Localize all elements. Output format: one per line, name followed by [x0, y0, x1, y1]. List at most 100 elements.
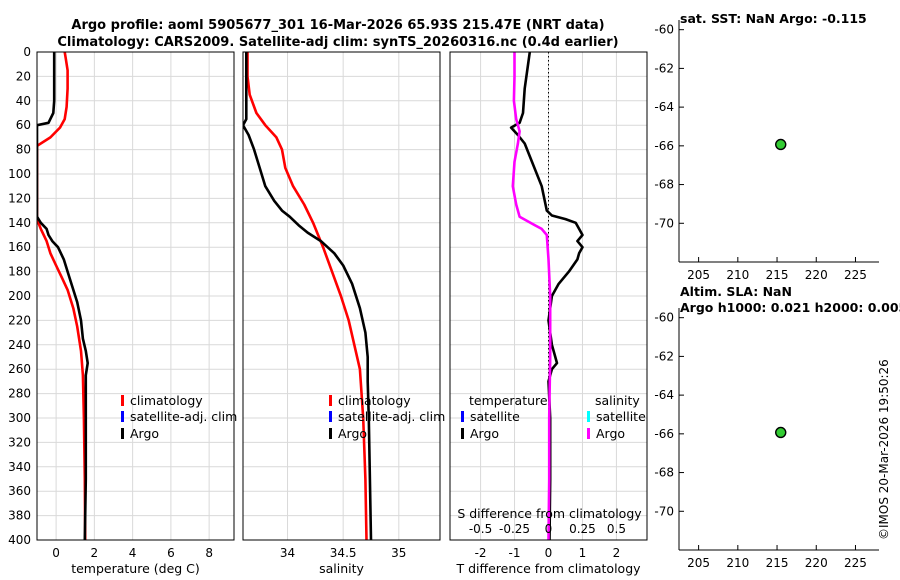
y-tick-label: 240 [8, 338, 31, 352]
y-tick-label: 160 [8, 240, 31, 254]
x-tick-label: 0 [545, 546, 553, 560]
map-x-tick-label: 210 [726, 268, 749, 282]
x-tick-label: 34.5 [330, 546, 357, 560]
y-tick-label: 40 [16, 94, 31, 108]
series-climatology [37, 52, 87, 540]
panel-temperature: 0204060801001201401601802002202402602803… [8, 45, 237, 576]
legend-swatch [461, 428, 464, 439]
y-tick-label: 20 [16, 69, 31, 83]
x-tick-label: 4 [129, 546, 137, 560]
legend-label: satellite [470, 409, 520, 424]
legend-swatch [121, 395, 124, 406]
x-axis-label: temperature (deg C) [71, 561, 200, 576]
map-x-tick-label: 210 [726, 556, 749, 570]
y-tick-label: 400 [8, 533, 31, 547]
x2-tick-label: 0 [545, 522, 553, 536]
panel-sst_map: sat. SST: NaN Argo: -0.115 -60 -62 -64 -66 -6… [654, 11, 879, 282]
map-x-tick-label: 215 [766, 556, 789, 570]
x-axis-label: T difference from climatology [455, 561, 641, 576]
x2-tick-label: 0.5 [607, 522, 626, 536]
profile-location-marker [775, 138, 787, 151]
y-tick-label: 80 [16, 143, 31, 157]
map-x-tick-label: 220 [805, 556, 828, 570]
axes-frame [36, 51, 235, 541]
map-y-tick-label: -62 [654, 349, 674, 363]
legend-label: Argo [470, 426, 499, 441]
legend-swatch [329, 411, 332, 422]
map-x-tick-label: 225 [844, 268, 867, 282]
y-tick-label: 120 [8, 191, 31, 205]
series-temperature-argo [509, 52, 584, 540]
axes-frame [242, 51, 441, 541]
x2-tick-label: 0.25 [569, 522, 596, 536]
panel-difference: -2 -1 0 1 2T difference from climatology S di… [449, 51, 648, 576]
map-y-tick-label: -66 [654, 427, 674, 441]
y-tick-label: 60 [16, 118, 31, 132]
map-x-tick-label: 205 [687, 268, 710, 282]
panel-salinity: 34 34.5 35 salinity climatologysatellite-adj… [242, 51, 445, 576]
legend-label: climatology [338, 393, 411, 408]
y-tick-label: 180 [8, 265, 31, 279]
map-title-line: sat. SST: NaN Argo: -0.115 [680, 11, 867, 26]
map-y-tick-label: -60 [654, 23, 674, 37]
figure-title-line2: Climatology: CARS2009. Satellite-adj cli… [57, 35, 618, 50]
legend-header-salinity: salinity [595, 393, 640, 408]
legend-header-temperature: temperature [469, 393, 548, 408]
legend-label: satellite-adj. clim [130, 409, 237, 424]
x-tick-label: 2 [91, 546, 99, 560]
profile-location-marker [775, 426, 787, 439]
map-y-tick-label: -62 [654, 61, 674, 75]
x-tick-label: 2 [613, 546, 621, 560]
map-y-tick-label: -60 [654, 311, 674, 325]
legend-swatch [329, 395, 332, 406]
legend-label: Argo [338, 426, 367, 441]
legend-swatch [587, 428, 590, 439]
y-tick-label: 360 [8, 484, 31, 498]
x-tick-label: -2 [475, 546, 487, 560]
y-tick-label: 320 [8, 435, 31, 449]
y-tick-label: 0 [23, 45, 31, 59]
figure-title-line1: Argo profile: aoml 5905677_301 16-Mar-20… [71, 18, 604, 33]
y-tick-label: 280 [8, 387, 31, 401]
map-y-tick-label: -64 [654, 100, 674, 114]
map-y-tick-label: -64 [654, 388, 674, 402]
map-x-tick-label: 215 [766, 268, 789, 282]
series-salinity-argo [511, 52, 552, 540]
series-argo [243, 52, 373, 540]
series-climatology [246, 52, 368, 540]
x-tick-label: 34 [280, 546, 295, 560]
legend-label: satellite-adj. clim [338, 409, 445, 424]
map-x-tick-label: 205 [687, 556, 710, 570]
x2-tick-label: -0.25 [499, 522, 530, 536]
y-tick-label: 340 [8, 460, 31, 474]
map-x-tick-label: 220 [805, 268, 828, 282]
legend-label: Argo [596, 426, 625, 441]
map-y-tick-label: -70 [654, 216, 674, 230]
x-axis-label: salinity [319, 561, 364, 576]
x-tick-label: 35 [391, 546, 406, 560]
legend-swatch [121, 411, 124, 422]
map-y-tick-label: -70 [654, 504, 674, 518]
x-tick-label: -1 [509, 546, 521, 560]
y-tick-label: 260 [8, 362, 31, 376]
legend-label: climatology [130, 393, 203, 408]
axes-frame [449, 51, 648, 541]
y-tick-label: 380 [8, 509, 31, 523]
x2-tick-label: -0.5 [469, 522, 492, 536]
x-tick-label: 8 [205, 546, 213, 560]
legend-swatch [587, 411, 590, 422]
map-y-tick-label: -68 [654, 466, 674, 480]
map-title-line: Altim. SLA: NaN [680, 284, 792, 299]
legend-label: satellite [596, 409, 646, 424]
y-tick-label: 200 [8, 289, 31, 303]
y-tick-label: 100 [8, 167, 31, 181]
map-y-tick-label: -68 [654, 178, 674, 192]
series-argo [37, 52, 89, 540]
map-x-tick-label: 225 [844, 556, 867, 570]
x-tick-label: 0 [52, 546, 60, 560]
legend-label: Argo [130, 426, 159, 441]
x-tick-label: 1 [579, 546, 587, 560]
legend-swatch [329, 428, 332, 439]
map-y-tick-label: -66 [654, 139, 674, 153]
